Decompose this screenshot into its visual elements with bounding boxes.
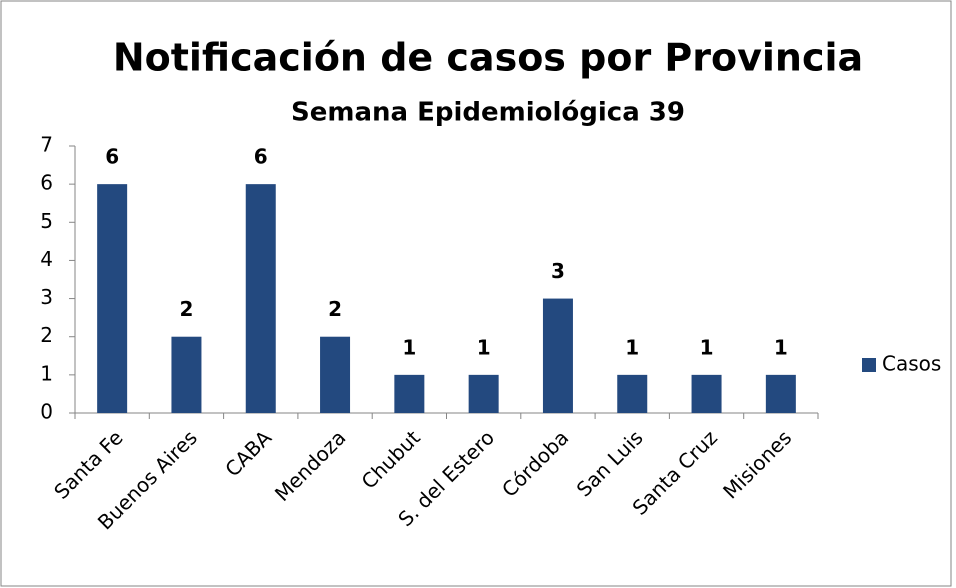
data-label: 6 — [254, 145, 268, 169]
data-label: 2 — [328, 297, 342, 321]
bar — [765, 374, 796, 413]
bar — [468, 374, 499, 413]
y-tick-label: 1 — [40, 361, 53, 385]
data-label: 6 — [105, 145, 119, 169]
bar — [245, 184, 276, 413]
chart-subtitle: Semana Epidemiológica 39 — [291, 98, 685, 128]
data-label: 2 — [179, 297, 193, 321]
data-label: 3 — [551, 259, 565, 283]
bar — [394, 374, 425, 413]
y-tick-label: 7 — [40, 133, 53, 157]
data-label: 1 — [477, 335, 491, 359]
y-tick-label: 3 — [40, 285, 53, 309]
data-label: 1 — [402, 335, 416, 359]
y-tick-label: 0 — [40, 400, 53, 424]
legend-label: Casos — [882, 352, 941, 376]
bar — [97, 184, 128, 413]
bar — [542, 298, 573, 413]
bar — [617, 374, 648, 413]
y-tick-label: 5 — [40, 209, 53, 233]
data-label: 1 — [774, 335, 788, 359]
y-tick-label: 4 — [40, 247, 53, 271]
chart-title: Notificación de casos por Provincia — [113, 36, 863, 80]
y-tick-label: 2 — [40, 323, 53, 347]
bar — [171, 336, 202, 413]
legend-swatch — [862, 358, 876, 372]
data-label: 1 — [700, 335, 714, 359]
bar — [320, 336, 351, 413]
y-tick-label: 6 — [40, 171, 53, 195]
bar — [691, 374, 722, 413]
data-label: 1 — [625, 335, 639, 359]
